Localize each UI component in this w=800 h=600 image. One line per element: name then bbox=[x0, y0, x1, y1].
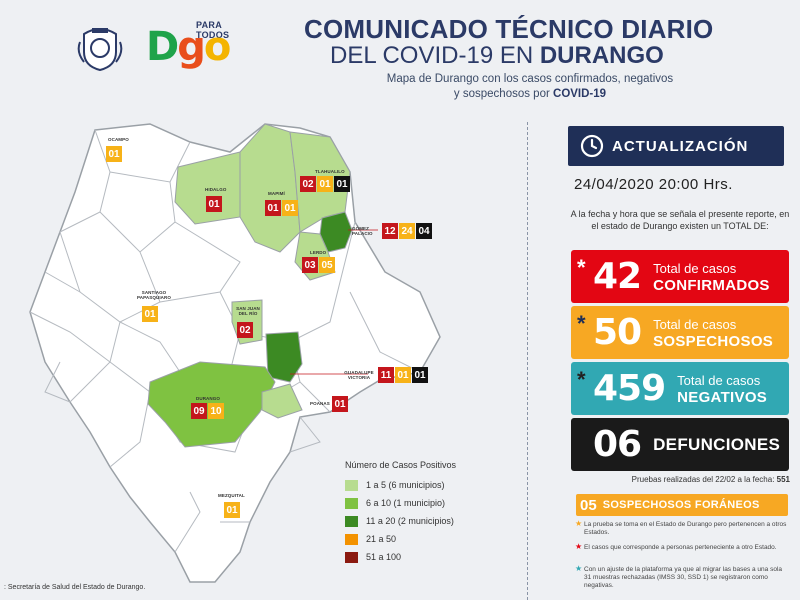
value-confirmados: 09 bbox=[191, 403, 207, 419]
value-sospechosos: 05 bbox=[319, 257, 335, 273]
page-title: COMUNICADO TÉCNICO DIARIO bbox=[304, 14, 714, 44]
values-gomez-palacio: 12 24 04 bbox=[382, 223, 432, 239]
intro-text: A la fecha y hora que se señala el prese… bbox=[570, 209, 790, 231]
municipalities-map bbox=[29, 123, 441, 583]
values-poanas: 01 bbox=[332, 396, 348, 412]
page-subtitle: Mapa de Durango con los casos confirmado… bbox=[386, 73, 674, 100]
label-hidalgo: HIDALGO bbox=[205, 187, 227, 192]
value-sospechosos: 01 bbox=[224, 502, 240, 518]
values-tlahualilo: 02 01 01 bbox=[300, 176, 350, 192]
legend-item: 6 a 10 (1 municipio) bbox=[345, 494, 515, 512]
durango-map: OCAMPO 01 HIDALGO 01 MAPIMÍ 01 01 TLAHUA… bbox=[0, 112, 520, 600]
logo-tagline: PARA TODOS bbox=[196, 20, 230, 40]
map-legend: Número de Casos Positivos 1 a 5 (6 munic… bbox=[345, 460, 515, 566]
value-confirmados: 02 bbox=[300, 176, 316, 192]
value-sospechosos: 01 bbox=[317, 176, 333, 192]
values-santiago-papasquiaro: 01 bbox=[142, 306, 158, 322]
value-sospechosos: 01 bbox=[142, 306, 158, 322]
panel-divider bbox=[527, 122, 528, 600]
stat-confirmados: * 42 Total de casos CONFIRMADOS bbox=[571, 250, 789, 303]
label-san-juan-del-rio: SAN JUAN DEL RÍO bbox=[236, 306, 260, 316]
value-sospechosos: 01 bbox=[106, 146, 122, 162]
value-sospechosos: 24 bbox=[399, 223, 415, 239]
footnote-orange: ★ La prueba se toma en el Estado de Duran… bbox=[575, 519, 787, 537]
value-confirmados: 02 bbox=[237, 322, 253, 338]
update-banner: ACTUALIZACIÓN bbox=[568, 126, 784, 166]
label-lerdo: LERDO bbox=[310, 250, 327, 255]
legend-item: 51 a 100 bbox=[345, 548, 515, 566]
label-durango: DURANGO bbox=[196, 396, 220, 401]
values-san-juan-del-rio: 02 bbox=[237, 322, 253, 338]
footnote-red: ★ El casos que corresponde a personas per… bbox=[575, 542, 777, 552]
sospechosos-foraneos-banner: 05 SOSPECHOSOS FORÁNEOS bbox=[576, 494, 788, 516]
value-sospechosos: 10 bbox=[208, 403, 224, 419]
state-seal-icon bbox=[77, 28, 123, 72]
stat-value: 459 bbox=[593, 368, 666, 409]
municipio-hidalgo bbox=[174, 151, 241, 225]
value-confirmados: 11 bbox=[378, 367, 394, 383]
label-santiago-papasquiaro: SANTIAGO PAPASQUIARO bbox=[137, 290, 171, 300]
label-mapimi: MAPIMÍ bbox=[268, 191, 285, 196]
stat-sospechosos: * 50 Total de casos SOSPECHOSOS bbox=[571, 306, 789, 359]
value-confirmados: 03 bbox=[302, 257, 318, 273]
values-hidalgo: 01 bbox=[206, 196, 222, 212]
value-defunciones: 01 bbox=[412, 367, 428, 383]
stat-value: 50 bbox=[593, 312, 642, 353]
source-note: : Secretaría de Salud del Estado de Dura… bbox=[4, 584, 146, 591]
values-lerdo: 03 05 bbox=[302, 257, 335, 273]
values-mezquital: 01 bbox=[224, 502, 240, 518]
stat-negativos: * 459 Total de casos NEGATIVOS bbox=[571, 362, 789, 415]
value-defunciones: 04 bbox=[416, 223, 432, 239]
star-icon: ★ bbox=[575, 564, 583, 573]
footnote-teal: ★ Con un ajuste de la plataforma ya que a… bbox=[575, 564, 783, 590]
value-confirmados: 01 bbox=[206, 196, 222, 212]
label-ocampo: OCAMPO bbox=[108, 137, 129, 142]
update-datetime: 24/04/2020 20:00 Hrs. bbox=[574, 176, 733, 193]
star-icon: ★ bbox=[575, 542, 583, 551]
value-defunciones: 01 bbox=[334, 176, 350, 192]
pruebas-realizadas: Pruebas realizadas del 22/02 a la fecha:… bbox=[631, 475, 790, 484]
value-sospechosos: 01 bbox=[282, 200, 298, 216]
legend-item: 11 a 20 (2 municipios) bbox=[345, 512, 515, 530]
dgo-logo: PARA TODOS Dgo bbox=[146, 18, 256, 70]
value-confirmados: 01 bbox=[332, 396, 348, 412]
label-mezquital: MEZQUITAL bbox=[218, 493, 245, 498]
label-gomez-palacio: GÓMEZ PALACIO bbox=[352, 226, 373, 236]
values-ocampo: 01 bbox=[106, 146, 122, 162]
page-title-line2: DEL COVID-19 EN DURANGO bbox=[330, 42, 664, 69]
legend-item: 1 a 5 (6 municipios) bbox=[345, 476, 515, 494]
values-mapimi: 01 01 bbox=[265, 200, 298, 216]
value-sospechosos: 01 bbox=[395, 367, 411, 383]
header: PARA TODOS Dgo COMUNICADO TÉCNICO DIARIO… bbox=[0, 0, 800, 112]
values-durango: 09 10 bbox=[191, 403, 224, 419]
update-label: ACTUALIZACIÓN bbox=[612, 137, 749, 155]
label-guadalupe-victoria: GUADALUPE VICTORIA bbox=[344, 370, 374, 380]
label-tlahualilo: TLAHUALILO bbox=[315, 169, 345, 174]
municipio-poanas bbox=[261, 383, 303, 419]
value-confirmados: 12 bbox=[382, 223, 398, 239]
stat-defunciones: 06 DEFUNCIONES bbox=[571, 418, 789, 471]
municipio-guadalupe-victoria bbox=[265, 331, 303, 383]
clock-icon bbox=[580, 134, 604, 158]
values-guadalupe-victoria: 11 01 01 bbox=[378, 367, 428, 383]
stat-value: 42 bbox=[593, 256, 642, 297]
label-poanas: POANAS bbox=[310, 401, 330, 406]
stat-value: 06 bbox=[593, 424, 642, 465]
value-confirmados: 01 bbox=[265, 200, 281, 216]
legend-title: Número de Casos Positivos bbox=[345, 460, 457, 470]
legend-item: 21 a 50 bbox=[345, 530, 515, 548]
star-icon: ★ bbox=[575, 519, 583, 528]
